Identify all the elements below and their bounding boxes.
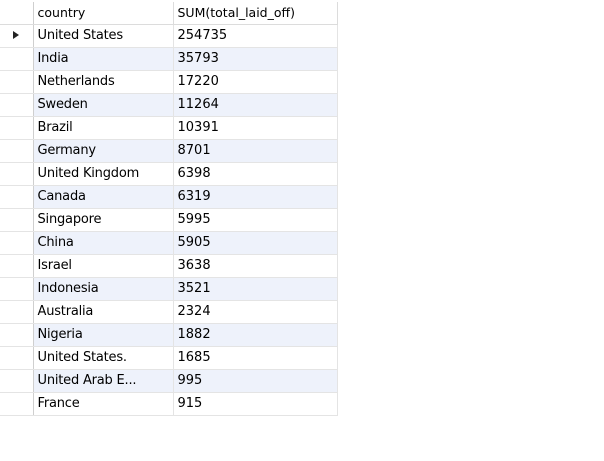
- cell-sum-total-laid-off[interactable]: 3638: [173, 254, 338, 278]
- cell-sum-total-laid-off[interactable]: 995: [173, 369, 338, 393]
- cell-sum-total-laid-off[interactable]: 2324: [173, 300, 338, 324]
- cell-sum-total-laid-off[interactable]: 915: [173, 392, 338, 416]
- cell-sum-total-laid-off[interactable]: 6398: [173, 162, 338, 186]
- row-selector-header[interactable]: [0, 2, 34, 25]
- cell-sum-total-laid-off[interactable]: 254735: [173, 24, 338, 48]
- row-selector[interactable]: [0, 231, 34, 255]
- row-selector[interactable]: [0, 47, 34, 71]
- row-selector[interactable]: [0, 346, 34, 370]
- row-selector[interactable]: [0, 24, 34, 48]
- cell-country[interactable]: Sweden: [33, 93, 174, 117]
- table-row[interactable]: Canada 6319: [0, 185, 338, 209]
- table-row[interactable]: Sweden 11264: [0, 93, 338, 117]
- column-header-country[interactable]: country: [33, 2, 174, 25]
- cell-sum-total-laid-off[interactable]: 1685: [173, 346, 338, 370]
- table-row[interactable]: Germany 8701: [0, 139, 338, 163]
- cell-country[interactable]: Israel: [33, 254, 174, 278]
- table-row[interactable]: Australia 2324: [0, 300, 338, 324]
- cell-sum-total-laid-off[interactable]: 6319: [173, 185, 338, 209]
- cell-sum-total-laid-off[interactable]: 17220: [173, 70, 338, 94]
- row-selector[interactable]: [0, 277, 34, 301]
- row-selector[interactable]: [0, 185, 34, 209]
- cell-sum-total-laid-off[interactable]: 35793: [173, 47, 338, 71]
- column-header-sum-total-laid-off[interactable]: SUM(total_laid_off): [173, 2, 338, 25]
- row-selector[interactable]: [0, 139, 34, 163]
- table-row[interactable]: United States 254735: [0, 24, 338, 48]
- table-row[interactable]: China 5905: [0, 231, 338, 255]
- row-selector[interactable]: [0, 70, 34, 94]
- table-row[interactable]: Indonesia 3521: [0, 277, 338, 301]
- cell-country[interactable]: Germany: [33, 139, 174, 163]
- cell-country[interactable]: United Arab E...: [33, 369, 174, 393]
- cell-country[interactable]: United Kingdom: [33, 162, 174, 186]
- row-selector[interactable]: [0, 162, 34, 186]
- cell-country[interactable]: France: [33, 392, 174, 416]
- row-selector[interactable]: [0, 369, 34, 393]
- row-selector[interactable]: [0, 392, 34, 416]
- table-row[interactable]: United Kingdom 6398: [0, 162, 338, 186]
- row-selector[interactable]: [0, 116, 34, 140]
- cell-country[interactable]: China: [33, 231, 174, 255]
- cell-country[interactable]: Indonesia: [33, 277, 174, 301]
- grid-body: United States 254735 India 35793 Netherlands…: [0, 24, 338, 416]
- row-pointer-icon: [13, 30, 20, 39]
- row-selector[interactable]: [0, 323, 34, 347]
- cell-country[interactable]: United States: [33, 24, 174, 48]
- cell-sum-total-laid-off[interactable]: 3521: [173, 277, 338, 301]
- cell-country[interactable]: India: [33, 47, 174, 71]
- header-row: country SUM(total_laid_off): [0, 2, 338, 25]
- cell-country[interactable]: Brazil: [33, 116, 174, 140]
- result-grid: country SUM(total_laid_off) United State…: [0, 2, 338, 416]
- table-row[interactable]: India 35793: [0, 47, 338, 71]
- table-row[interactable]: Israel 3638: [0, 254, 338, 278]
- table-row[interactable]: Netherlands 17220: [0, 70, 338, 94]
- cell-country[interactable]: Nigeria: [33, 323, 174, 347]
- table-row[interactable]: Nigeria 1882: [0, 323, 338, 347]
- cell-sum-total-laid-off[interactable]: 5995: [173, 208, 338, 232]
- cell-sum-total-laid-off[interactable]: 11264: [173, 93, 338, 117]
- cell-country[interactable]: Netherlands: [33, 70, 174, 94]
- table-row[interactable]: Brazil 10391: [0, 116, 338, 140]
- cell-sum-total-laid-off[interactable]: 8701: [173, 139, 338, 163]
- cell-sum-total-laid-off[interactable]: 10391: [173, 116, 338, 140]
- cell-country[interactable]: Canada: [33, 185, 174, 209]
- table-row[interactable]: Singapore 5995: [0, 208, 338, 232]
- cell-country[interactable]: United States.: [33, 346, 174, 370]
- table-row[interactable]: United Arab E... 995: [0, 369, 338, 393]
- cell-sum-total-laid-off[interactable]: 5905: [173, 231, 338, 255]
- row-selector[interactable]: [0, 254, 34, 278]
- table-row[interactable]: France 915: [0, 392, 338, 416]
- row-selector[interactable]: [0, 300, 34, 324]
- table-row[interactable]: United States. 1685: [0, 346, 338, 370]
- cell-country[interactable]: Australia: [33, 300, 174, 324]
- row-selector[interactable]: [0, 93, 34, 117]
- row-selector[interactable]: [0, 208, 34, 232]
- cell-sum-total-laid-off[interactable]: 1882: [173, 323, 338, 347]
- cell-country[interactable]: Singapore: [33, 208, 174, 232]
